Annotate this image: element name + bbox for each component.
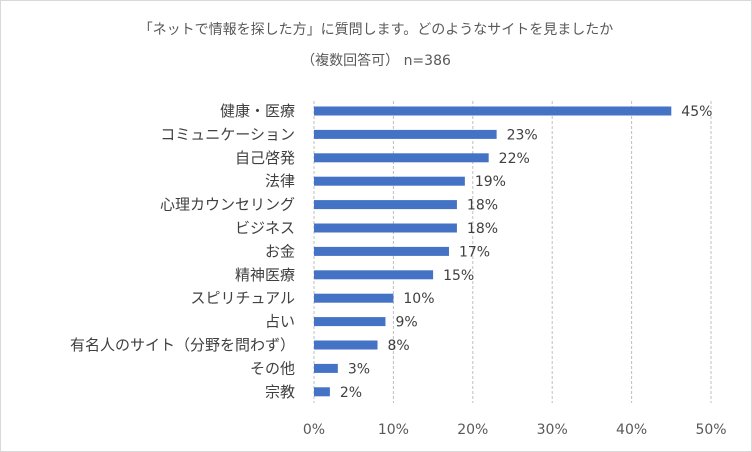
bar <box>314 106 672 116</box>
data-label: 45% <box>681 104 712 120</box>
bar <box>314 270 434 280</box>
bar <box>314 293 394 303</box>
category-label: その他 <box>250 359 295 377</box>
category-labels: 健康・医療コミュニケーション自己啓発法律心理カウンセリングビジネスお金精神医療ス… <box>70 102 295 401</box>
x-tick-label: 20% <box>457 422 488 438</box>
x-tick-label: 50% <box>695 422 726 438</box>
category-label: 心理カウンセリング <box>160 196 295 214</box>
category-label: 占い <box>265 313 295 331</box>
category-label: お金 <box>265 242 295 260</box>
bar <box>314 317 386 327</box>
category-label: 法律 <box>265 172 295 190</box>
data-label: 2% <box>340 385 362 401</box>
category-label: 宗教 <box>265 383 295 401</box>
category-label: 有名人のサイト（分野を問わず） <box>70 336 295 354</box>
gridlines <box>313 101 712 403</box>
data-label: 19% <box>475 174 506 190</box>
x-tick-label: 10% <box>378 422 409 438</box>
chart-subtitle: （複数回答可） n=386 <box>301 52 451 69</box>
category-label: 自己啓発 <box>235 149 295 167</box>
data-label: 9% <box>395 315 417 331</box>
x-tick-label: 40% <box>616 422 647 438</box>
data-labels: 45% 23% 22% 19% 18% 18% 17% 15% 10% 9% 8% 3% 2% <box>340 104 713 401</box>
data-label: 18% <box>467 198 498 214</box>
data-label: 18% <box>467 221 498 237</box>
bar <box>314 223 457 233</box>
data-label: 22% <box>499 151 530 167</box>
bar <box>314 363 338 373</box>
x-axis-ticks: 0% 10% 20% 30% 40% 50% <box>303 422 727 438</box>
bar <box>314 387 330 397</box>
x-tick-label: 0% <box>303 422 325 438</box>
x-tick-label: 30% <box>537 422 568 438</box>
bars <box>314 106 672 397</box>
bar <box>314 340 378 350</box>
data-label: 8% <box>388 338 410 354</box>
category-label: ビジネス <box>235 219 295 237</box>
category-label: コミュニケーション <box>160 125 295 143</box>
data-label: 17% <box>459 244 490 260</box>
chart-title: 「ネットで情報を探した方」に質問します。どのようなサイトを見ましたか <box>139 22 614 38</box>
category-label: スピリチュアル <box>190 289 295 307</box>
bar <box>314 153 489 163</box>
bar <box>314 129 497 139</box>
category-label: 健康・医療 <box>220 102 295 120</box>
data-label: 15% <box>443 268 474 284</box>
data-label: 23% <box>507 127 538 143</box>
bar <box>314 176 465 186</box>
bar <box>314 200 457 210</box>
data-label: 10% <box>403 291 434 307</box>
chart-subtitle-note: n=386 <box>404 53 451 69</box>
category-label: 精神医療 <box>235 266 295 284</box>
chart-subtitle-main: （複数回答可） <box>301 52 399 69</box>
bar <box>314 246 449 256</box>
data-label: 3% <box>348 361 370 377</box>
